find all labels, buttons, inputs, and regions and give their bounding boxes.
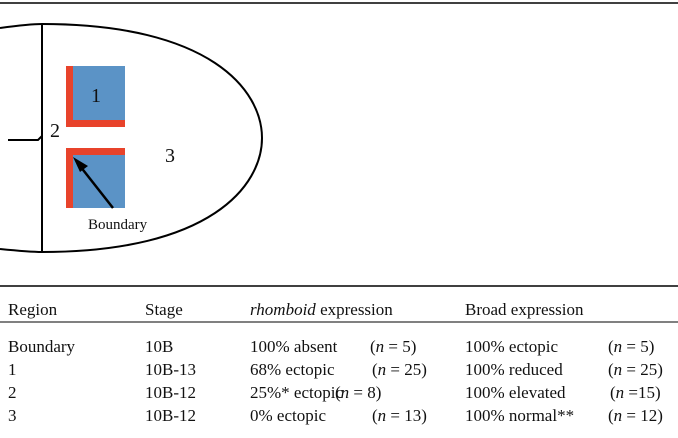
- text-fragment: = 5): [384, 337, 416, 356]
- text-fragment: 1: [8, 360, 17, 379]
- boundary-edge: [66, 66, 73, 127]
- rhomboid-cell: 100% absent: [250, 337, 338, 356]
- broad-cell: 100% ectopic: [465, 337, 558, 356]
- text-fragment: 2: [8, 383, 17, 402]
- text-fragment: = 5): [622, 337, 654, 356]
- column-header: Stage: [145, 300, 183, 319]
- n-cell: (n = 25): [372, 360, 427, 379]
- rhomboid-cell: 25%* ectopic: [250, 383, 343, 402]
- boundary-edge: [66, 148, 125, 155]
- text-fragment: = 25): [386, 360, 427, 379]
- text-fragment: 3: [8, 406, 17, 425]
- text-fragment: =15): [624, 383, 661, 402]
- region-1-lower: [66, 148, 125, 208]
- table: Region Stage rhomboid expression Broad expr…: [8, 300, 663, 425]
- text-fragment: 68% ectopic: [250, 360, 335, 379]
- text-fragment: n: [614, 360, 623, 379]
- text-fragment: 10B-12: [145, 406, 196, 425]
- text-fragment: = 13): [386, 406, 427, 425]
- column-header: Broad expression: [465, 300, 584, 319]
- region-cell: 1: [8, 360, 17, 379]
- column-header: rhomboid expression: [250, 300, 393, 319]
- text-fragment: 100% elevated: [465, 383, 566, 402]
- text-fragment: Broad expression: [465, 300, 584, 319]
- text-fragment: n: [378, 360, 387, 379]
- broad-cell: 100% elevated: [465, 383, 566, 402]
- text-fragment: n: [378, 406, 387, 425]
- stage-cell: 10B-13: [145, 360, 196, 379]
- text-fragment: n: [614, 406, 623, 425]
- stage-cell: 10B-12: [145, 383, 196, 402]
- n-cell: (n = 25): [608, 360, 663, 379]
- n-cell: (n =15): [610, 383, 661, 402]
- region-cell: Boundary: [8, 337, 76, 356]
- n-cell: (n = 8): [335, 383, 381, 402]
- text-fragment: rhomboid: [250, 300, 316, 319]
- text-fragment: 10B: [145, 337, 173, 356]
- text-fragment: n: [376, 337, 385, 356]
- rhomboid-cell: 0% ectopic: [250, 406, 326, 425]
- text-fragment: Stage: [145, 300, 183, 319]
- text-fragment: 10B-12: [145, 383, 196, 402]
- text-fragment: expression: [316, 300, 393, 319]
- text-fragment: 100% absent: [250, 337, 338, 356]
- text-fragment: Boundary: [8, 337, 76, 356]
- broad-cell: 100% reduced: [465, 360, 563, 379]
- text-fragment: 100% reduced: [465, 360, 563, 379]
- stage-cell: 10B-12: [145, 406, 196, 425]
- text-fragment: Region: [8, 300, 58, 319]
- text-fragment: n: [341, 383, 350, 402]
- n-cell: (n = 12): [608, 406, 663, 425]
- text-fragment: = 12): [622, 406, 663, 425]
- text-fragment: 100% ectopic: [465, 337, 558, 356]
- text-fragment: 25%* ectopic: [250, 383, 343, 402]
- broad-cell: 100% normal**: [465, 406, 574, 425]
- n-cell: (n = 5): [608, 337, 654, 356]
- text-fragment: 0% ectopic: [250, 406, 326, 425]
- text-fragment: n: [614, 337, 623, 356]
- region-label: 3: [165, 145, 175, 167]
- column-header: Region: [8, 300, 58, 319]
- boundary-edge: [66, 120, 125, 127]
- n-cell: (n = 5): [370, 337, 416, 356]
- figure: 1 2 3 Boundary Region Stage rhomboid expre…: [0, 0, 678, 438]
- region-cell: 2: [8, 383, 17, 402]
- stalk: [8, 136, 42, 140]
- text-fragment: 10B-13: [145, 360, 196, 379]
- region-cell: 3: [8, 406, 17, 425]
- boundary-label: Boundary: [88, 217, 148, 233]
- text-fragment: 100% normal**: [465, 406, 574, 425]
- region-label: 1: [91, 85, 101, 107]
- stage-cell: 10B: [145, 337, 173, 356]
- text-fragment: = 25): [622, 360, 663, 379]
- boundary-edge: [66, 148, 73, 208]
- text-fragment: = 8): [349, 383, 381, 402]
- n-cell: (n = 13): [372, 406, 427, 425]
- text-fragment: n: [616, 383, 625, 402]
- region-label: 2: [50, 120, 60, 142]
- rhomboid-cell: 68% ectopic: [250, 360, 335, 379]
